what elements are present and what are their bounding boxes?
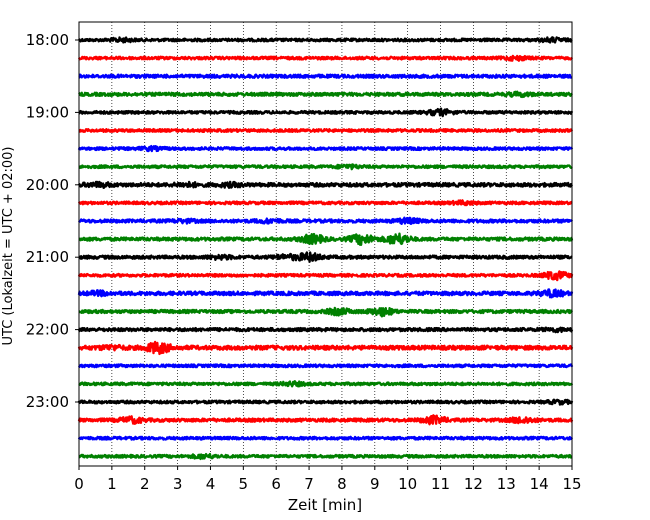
x-tick-label: 10	[398, 475, 417, 493]
seismic-trace	[77, 414, 574, 426]
y-tick-label: 22:00	[26, 321, 69, 339]
seismic-trace	[78, 251, 573, 263]
seismic-trace	[78, 107, 574, 118]
y-axis-label: UTC (Lokalzeit = UTC + 02:00)	[1, 147, 16, 346]
seismic-trace	[77, 180, 574, 190]
x-tick-label: 3	[173, 475, 183, 493]
y-tick-label: 23:00	[26, 393, 69, 411]
x-axis-label: Zeit [min]	[288, 496, 362, 514]
x-tick-label: 12	[464, 475, 483, 493]
x-axis-ticks: 0 1 2 3 4 5 6 7 8 9 10 11 12 13 14 15	[74, 466, 582, 493]
seismic-trace	[78, 380, 574, 388]
seismic-trace	[77, 340, 574, 356]
x-tick-label: 15	[562, 475, 581, 493]
x-tick-label: 2	[140, 475, 150, 493]
y-tick-label: 20:00	[26, 176, 69, 194]
seismic-trace	[77, 144, 574, 153]
x-tick-label: 7	[304, 475, 314, 493]
x-tick-label: 14	[530, 475, 549, 493]
y-axis-ticks: 18:00 19:00 20:00 21:00 22:00 23:00	[26, 31, 79, 411]
seismic-trace	[77, 435, 574, 441]
seismic-trace	[78, 232, 574, 246]
x-tick-label: 6	[271, 475, 281, 493]
seismic-trace	[77, 398, 574, 406]
seismic-trace	[77, 199, 573, 207]
plot-frame	[78, 21, 573, 467]
y-tick-label: 19:00	[26, 103, 69, 121]
grid-lines	[111, 22, 540, 466]
x-tick-label: 11	[431, 475, 450, 493]
seismic-trace	[78, 90, 573, 99]
seismic-trace	[77, 363, 574, 369]
trace-group	[77, 36, 574, 461]
seismic-trace	[77, 270, 574, 282]
x-tick-label: 13	[497, 475, 516, 493]
seismic-trace	[77, 36, 573, 44]
seismic-trace	[78, 452, 573, 461]
x-tick-label: 4	[206, 475, 216, 493]
seismic-trace	[77, 288, 574, 299]
x-tick-label: 8	[337, 475, 347, 493]
seismic-trace	[78, 216, 574, 226]
x-tick-label: 1	[107, 475, 117, 493]
y-tick-label: 21:00	[26, 248, 69, 266]
seismic-trace	[78, 73, 573, 79]
seismic-trace	[78, 127, 574, 134]
x-tick-label: 5	[239, 475, 249, 493]
x-tick-label: 0	[74, 475, 84, 493]
seismic-trace	[77, 326, 574, 334]
seismic-trace	[78, 306, 574, 318]
x-tick-label: 9	[370, 475, 380, 493]
seismic-trace	[78, 163, 573, 171]
seismic-trace	[77, 54, 574, 62]
y-tick-label: 18:00	[26, 31, 69, 49]
